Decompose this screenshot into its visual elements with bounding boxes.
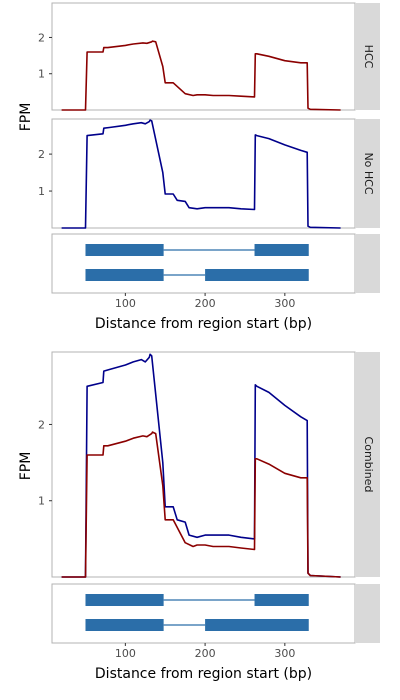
- series-line: [61, 119, 341, 229]
- y-tick-label: 1: [38, 68, 45, 81]
- panel-combined: 1 2 Combined: [38, 351, 380, 578]
- y-tick-label: 2: [38, 148, 45, 161]
- x-tick-label: 100: [115, 647, 136, 660]
- y-tick-label: 2: [38, 31, 45, 44]
- y-tick-label: 2: [38, 418, 45, 431]
- panel-no-hcc: 1 2 No HCC: [38, 118, 380, 229]
- transcripts-2: 100 200 300: [51, 583, 380, 660]
- facet-strip-label: Combined: [362, 437, 375, 493]
- y-tick-label: 1: [38, 185, 45, 198]
- y-axis-title: FPM: [18, 103, 34, 132]
- exon-block: [254, 244, 309, 256]
- y-tick-label: 1: [38, 495, 45, 508]
- exon-block: [85, 594, 164, 606]
- facet-strip: [356, 3, 380, 110]
- exon-block: [85, 619, 164, 631]
- exon-block: [85, 269, 164, 281]
- panel-background: [51, 2, 356, 111]
- x-axis-title: Distance from region start (bp): [95, 316, 312, 332]
- series-line: [61, 353, 341, 578]
- transcript-panel: [51, 233, 356, 294]
- transcript-strip: [356, 584, 380, 643]
- x-tick-label: 200: [195, 647, 216, 660]
- panel-hcc: 1 2 HCC: [38, 2, 380, 111]
- x-tick-label: 300: [274, 647, 295, 660]
- facet-strip-label: HCC: [362, 45, 375, 69]
- transcripts-1: 100 200 300: [51, 233, 380, 310]
- transcript-strip: [356, 234, 380, 293]
- x-tick-label: 300: [274, 297, 295, 310]
- series-line: [61, 40, 341, 111]
- exon-block: [85, 244, 164, 256]
- x-tick-label: 200: [195, 297, 216, 310]
- panel-background: [51, 351, 356, 578]
- y-axis-title: FPM: [18, 452, 34, 481]
- transcript-panel: [51, 583, 356, 644]
- facet-strip: [356, 352, 380, 577]
- exon-block: [254, 594, 309, 606]
- exon-block: [205, 269, 309, 281]
- exon-block: [205, 619, 309, 631]
- facet-strip: [356, 119, 380, 228]
- series-line: [61, 431, 341, 578]
- x-tick-label: 100: [115, 297, 136, 310]
- facet-strip-label: No HCC: [362, 152, 375, 194]
- panel-background: [51, 118, 356, 229]
- x-axis-title: Distance from region start (bp): [95, 666, 312, 682]
